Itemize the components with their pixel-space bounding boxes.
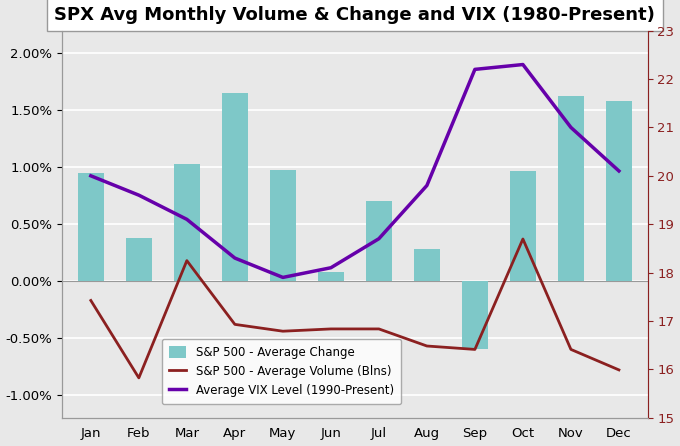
Bar bbox=[222, 93, 248, 281]
Average VIX Level (1990-Present) bbox=[279, 275, 287, 280]
Average VIX Level (1990-Present) bbox=[567, 125, 575, 130]
S&P 500 - Average Volume (Blns) bbox=[615, 367, 623, 372]
Bar bbox=[78, 173, 104, 281]
S&P 500 - Average Volume (Blns) bbox=[183, 258, 191, 263]
S&P 500 - Average Volume (Blns) bbox=[567, 347, 575, 352]
Bar bbox=[558, 95, 584, 281]
Line: S&P 500 - Average Volume (Blns): S&P 500 - Average Volume (Blns) bbox=[91, 239, 619, 378]
Title: SPX Avg Monthly Volume & Change and VIX (1980-Present): SPX Avg Monthly Volume & Change and VIX … bbox=[54, 5, 656, 24]
Bar bbox=[270, 169, 296, 281]
Line: Average VIX Level (1990-Present): Average VIX Level (1990-Present) bbox=[91, 65, 619, 277]
S&P 500 - Average Volume (Blns) bbox=[87, 298, 95, 303]
S&P 500 - Average Volume (Blns) bbox=[519, 236, 527, 242]
Average VIX Level (1990-Present) bbox=[327, 265, 335, 270]
Bar bbox=[510, 171, 536, 281]
S&P 500 - Average Volume (Blns) bbox=[279, 329, 287, 334]
S&P 500 - Average Volume (Blns) bbox=[423, 343, 431, 349]
Average VIX Level (1990-Present) bbox=[375, 236, 383, 241]
Average VIX Level (1990-Present) bbox=[231, 256, 239, 261]
Bar bbox=[366, 202, 392, 281]
Legend: S&P 500 - Average Change, S&P 500 - Average Volume (Blns), Average VIX Level (19: S&P 500 - Average Change, S&P 500 - Aver… bbox=[162, 339, 401, 404]
S&P 500 - Average Volume (Blns) bbox=[375, 326, 383, 332]
S&P 500 - Average Volume (Blns) bbox=[327, 326, 335, 332]
Bar bbox=[318, 272, 344, 281]
Average VIX Level (1990-Present) bbox=[471, 67, 479, 72]
Bar bbox=[606, 101, 632, 281]
Bar bbox=[126, 238, 152, 281]
Average VIX Level (1990-Present) bbox=[183, 217, 191, 222]
Average VIX Level (1990-Present) bbox=[519, 62, 527, 67]
Average VIX Level (1990-Present) bbox=[615, 168, 623, 173]
Average VIX Level (1990-Present) bbox=[135, 193, 143, 198]
Bar bbox=[413, 249, 440, 281]
Average VIX Level (1990-Present) bbox=[87, 173, 95, 178]
S&P 500 - Average Volume (Blns) bbox=[231, 322, 239, 327]
S&P 500 - Average Volume (Blns) bbox=[471, 347, 479, 352]
Bar bbox=[173, 164, 200, 281]
Average VIX Level (1990-Present) bbox=[423, 183, 431, 188]
S&P 500 - Average Volume (Blns) bbox=[135, 375, 143, 380]
Bar bbox=[462, 281, 488, 349]
